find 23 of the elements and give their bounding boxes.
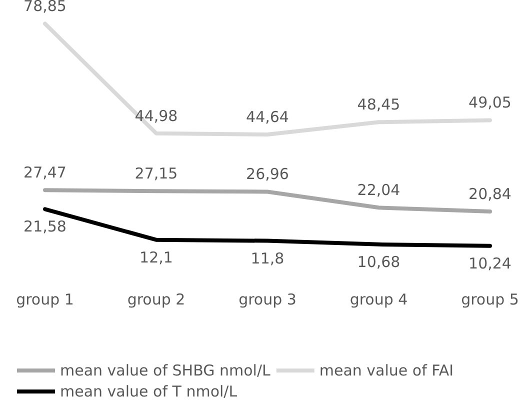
legend-label: mean value of SHBG nmol/L bbox=[60, 362, 272, 380]
data-label: 12,1 bbox=[140, 248, 173, 266]
data-label: 10,24 bbox=[468, 254, 512, 272]
data-label: 21,58 bbox=[24, 218, 66, 236]
data-label: 44,98 bbox=[134, 106, 178, 125]
x-tick-label: group 5 bbox=[461, 290, 519, 308]
data-label: 27,15 bbox=[134, 164, 178, 183]
legend-label: mean value of T nmol/L bbox=[60, 382, 238, 400]
data-label: 11,8 bbox=[250, 249, 284, 268]
data-label: 78,85 bbox=[24, 0, 66, 16]
data-label: 20,84 bbox=[468, 185, 512, 204]
x-tick-label: group 4 bbox=[350, 290, 408, 308]
data-label: 22,04 bbox=[357, 181, 400, 200]
data-label: 26,96 bbox=[246, 165, 289, 184]
data-label: 49,05 bbox=[468, 94, 512, 112]
x-tick-label: group 2 bbox=[127, 290, 186, 308]
data-label: 27,47 bbox=[24, 164, 66, 182]
legend-label: mean value of FAI bbox=[319, 362, 454, 380]
data-label: 48,45 bbox=[357, 96, 400, 114]
x-tick-label: group 3 bbox=[238, 290, 296, 308]
data-label: 44,64 bbox=[246, 108, 289, 126]
x-tick-label: group 1 bbox=[16, 290, 74, 308]
data-label: 10,68 bbox=[357, 252, 400, 271]
